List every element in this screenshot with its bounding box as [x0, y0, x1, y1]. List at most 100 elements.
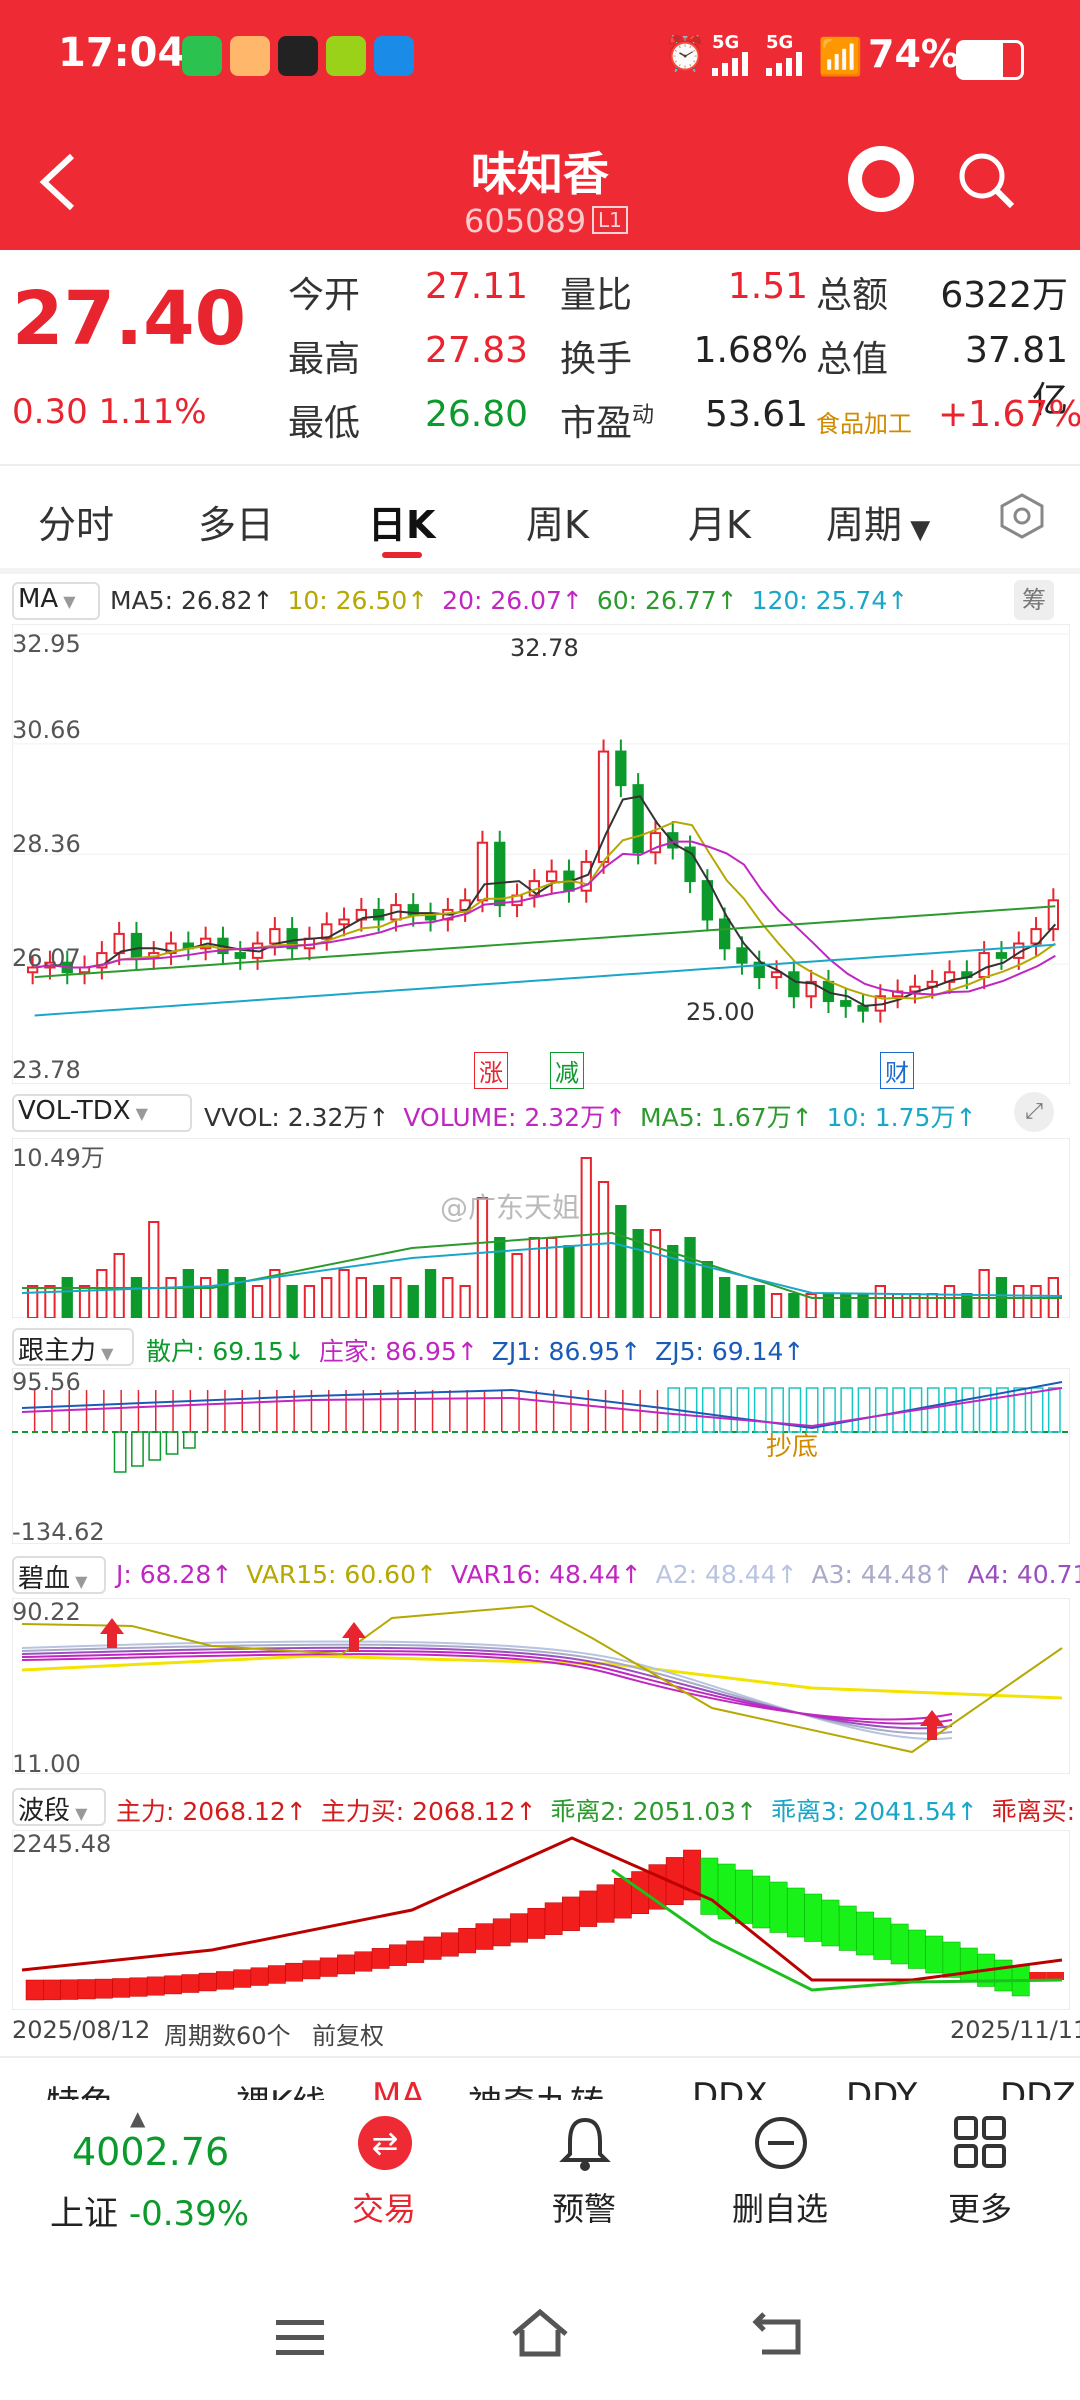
- chip-button[interactable]: 筹: [1014, 580, 1054, 620]
- indicator-value: 主力: 2068.12↑: [116, 1797, 307, 1826]
- band-bar-down: [890, 1923, 909, 1965]
- remove-watchlist-icon[interactable]: [752, 2114, 810, 2176]
- band-bar-up: [423, 1936, 442, 1960]
- back-nav-icon[interactable]: [752, 2310, 806, 2360]
- indicator-ddy[interactable]: DDY: [846, 2076, 918, 2102]
- bd-chart[interactable]: [11, 1829, 1071, 2014]
- status-time: 17:04: [58, 30, 186, 76]
- quote-label: 市盈动: [560, 403, 655, 444]
- candle: [113, 932, 125, 955]
- indicator-bare-k[interactable]: 裸K线: [236, 2076, 326, 2102]
- volume-bar: [182, 1269, 194, 1319]
- gzl-bar: [961, 1387, 975, 1433]
- band-bar-up: [146, 1976, 165, 1996]
- candle: [546, 870, 558, 883]
- ma-values: MA5: 26.82↑ 10: 26.50↑ 20: 26.07↑ 60: 26.77…: [110, 586, 922, 615]
- bx-chart[interactable]: [11, 1597, 1071, 1778]
- quote-value: 27.83: [424, 330, 528, 371]
- indicator-ma[interactable]: MA: [372, 2076, 425, 2102]
- volume-bar: [407, 1285, 419, 1319]
- volume-bar: [251, 1285, 264, 1319]
- index-value[interactable]: 4002.76: [72, 2130, 230, 2174]
- vol-legend: VOL-TDX ▼ VVOL: 2.32万↑ VOLUME: 2.32万↑ MA5:…: [12, 1092, 1072, 1132]
- band-bar-up: [337, 1954, 355, 1975]
- adjust-mode[interactable]: 前复权: [312, 2022, 384, 2050]
- gzl-bar: [840, 1387, 854, 1433]
- band-bar-up: [596, 1884, 615, 1923]
- gzl-selector[interactable]: 跟主力 ▼: [12, 1328, 134, 1366]
- kline-chart[interactable]: [11, 623, 1071, 1088]
- ma-selector-label: MA: [18, 584, 59, 614]
- bx-selector[interactable]: 碧血 ▼: [12, 1556, 106, 1594]
- volume-svg: [11, 1137, 1071, 1319]
- band-bar-up: [233, 1969, 252, 1988]
- nav-trade[interactable]: 交易: [352, 2190, 417, 2228]
- quote-value: 53.61: [704, 394, 808, 435]
- band-bar-down: [735, 1869, 753, 1924]
- gzl-bar: [736, 1387, 750, 1433]
- marker-limit-up[interactable]: 涨: [474, 1052, 508, 1089]
- bd-selector[interactable]: 波段 ▼: [12, 1788, 106, 1826]
- volume-chart[interactable]: [11, 1137, 1071, 1322]
- kline-svg: [11, 623, 1071, 1085]
- tab-intraday[interactable]: 分时: [38, 503, 115, 547]
- indicator-ddz[interactable]: DDZ: [1000, 2076, 1076, 2102]
- search-icon[interactable]: [956, 150, 1016, 214]
- menu-icon[interactable]: [276, 2318, 324, 2362]
- indicator-value: VVOL: 2.32万↑: [204, 1103, 390, 1132]
- bell-icon[interactable]: [558, 2114, 612, 2178]
- volume-bar: [874, 1285, 887, 1319]
- gzl-svg: [11, 1367, 1071, 1545]
- volume-bar: [459, 1285, 471, 1319]
- expand-icon[interactable]: ⤢: [1014, 1092, 1054, 1132]
- vol-selector[interactable]: VOL-TDX ▼: [12, 1094, 192, 1132]
- band-bar-down: [752, 1875, 771, 1929]
- nav-remove-watchlist[interactable]: 删自选: [732, 2190, 829, 2228]
- indicator-ddx[interactable]: DDX: [692, 2076, 768, 2102]
- network-5g-2: 5G: [766, 32, 794, 53]
- chevron-down-icon: ▼: [902, 515, 931, 545]
- band-bar-up: [579, 1890, 598, 1927]
- gzl-bar: [926, 1387, 940, 1433]
- home-icon[interactable]: [510, 2308, 570, 2362]
- gzl-chart[interactable]: [11, 1367, 1071, 1548]
- band-bar-down: [804, 1893, 823, 1942]
- indicator-value: 20: 26.07↑: [442, 586, 583, 615]
- nav-alert[interactable]: 预警: [552, 2190, 617, 2228]
- settings-hex-icon[interactable]: [998, 492, 1046, 544]
- ma-selector[interactable]: MA ▼: [12, 582, 100, 620]
- bx-line: [21, 1654, 1063, 1700]
- band-bar-up: [319, 1957, 338, 1977]
- nav-more[interactable]: 更多: [948, 2190, 1013, 2228]
- ma-line: [34, 820, 1056, 1000]
- more-grid-icon[interactable]: [952, 2114, 1008, 2174]
- marker-finance[interactable]: 财: [880, 1052, 914, 1089]
- candle: [770, 971, 783, 979]
- indicator-nine-turn[interactable]: 神奇九转: [468, 2076, 604, 2102]
- chevron-down-icon: ▼: [70, 1572, 88, 1591]
- gzl-bar: [771, 1387, 784, 1433]
- chevron-up-icon[interactable]: ▲: [130, 2106, 146, 2130]
- candle: [719, 918, 731, 950]
- index-name: 上证: [50, 2194, 118, 2234]
- back-icon[interactable]: [38, 152, 78, 227]
- tab-daily-k[interactable]: 日K: [368, 503, 436, 547]
- tab-monthly-k[interactable]: 月K: [688, 503, 751, 547]
- zj-line: [21, 1387, 1063, 1428]
- index-summary[interactable]: 上证 -0.39%: [50, 2186, 249, 2235]
- vol-selector-label: VOL-TDX: [18, 1096, 131, 1126]
- gzl-bar: [788, 1387, 802, 1433]
- assistant-icon[interactable]: [848, 146, 914, 212]
- indicator-special[interactable]: 特色: [46, 2076, 114, 2102]
- marker-reduce[interactable]: 减: [550, 1052, 584, 1089]
- bd-values: 主力: 2068.12↑ 主力买: 2068.12↑ 乖离2: 2051.03↑ 乖离…: [116, 1792, 1080, 1826]
- candle: [494, 841, 506, 907]
- tab-weekly-k[interactable]: 周K: [526, 503, 589, 547]
- band-bar-up: [77, 1979, 96, 2000]
- tab-multi-day[interactable]: 多日: [198, 503, 275, 547]
- trade-icon[interactable]: ⇄: [358, 2116, 412, 2170]
- watermark: @广东天姐: [440, 1191, 581, 1224]
- tab-period[interactable]: 周期 ▼: [826, 494, 930, 549]
- kline-low-label: 25.00: [686, 998, 755, 1026]
- chart-frame: [11, 1597, 1071, 1775]
